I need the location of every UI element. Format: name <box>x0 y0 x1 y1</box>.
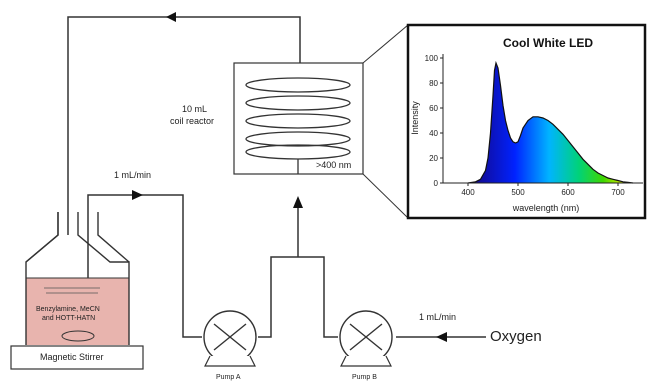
reactor-type-label: coil reactor <box>170 116 215 126</box>
chart-title: Cool White LED <box>503 36 593 50</box>
spectrum-line <box>467 60 634 184</box>
stir-bar <box>61 330 95 342</box>
x-axis-label: wavelength (nm) <box>512 203 580 213</box>
pump-b-label: Pump B <box>352 374 377 381</box>
x-tick-label: 600 <box>561 188 575 197</box>
pump-b <box>339 310 393 367</box>
x-tick-label: 400 <box>461 188 475 197</box>
pump-a-flow-rate: 1 mL/min <box>114 170 152 180</box>
inset-frame <box>406 23 647 220</box>
flow-arrow-top <box>166 12 176 22</box>
feed-line <box>87 194 202 338</box>
y-tick-label: 0 <box>434 179 439 188</box>
pump-a <box>203 310 257 367</box>
stirrer-plate <box>10 345 144 370</box>
x-tick-label: 500 <box>511 188 525 197</box>
stirrer-label: Magnetic Stirrer <box>40 352 104 362</box>
reactor-box <box>233 62 364 175</box>
reactor-volume-label: 10 mL <box>182 104 208 114</box>
reactor-wavelength-label: >400 nm <box>316 160 352 170</box>
y-tick-label: 60 <box>429 104 438 113</box>
oxygen-label: Oxygen <box>490 328 542 345</box>
outlet-line <box>67 16 301 235</box>
flow-arrow-feed <box>132 190 143 200</box>
callout-line-top <box>362 24 409 64</box>
flow-arrow-up <box>293 196 303 208</box>
reactor-coil <box>245 77 351 174</box>
pump-a-out-line <box>258 256 338 338</box>
y-tick-label: 80 <box>429 79 438 88</box>
y-tick-label: 100 <box>425 54 439 63</box>
plot-area: 0 20 40 60 80 100 400 500 600 700 <box>425 54 643 197</box>
flask-contents-line1: Benzylamine, MeCN <box>36 306 100 313</box>
callout-line-bottom <box>362 173 409 219</box>
pump-b-flow-rate: 1 mL/min <box>419 312 457 322</box>
y-tick-label: 40 <box>429 129 438 138</box>
x-tick-label: 700 <box>611 188 625 197</box>
y-tick-label: 20 <box>429 154 438 163</box>
flask <box>25 212 130 345</box>
flow-arrow-oxygen <box>436 332 447 342</box>
y-axis-label: Intensity <box>410 101 420 135</box>
flask-contents-line2: and HOTT-HATN <box>42 315 96 322</box>
pump-a-label: Pump A <box>216 374 241 381</box>
